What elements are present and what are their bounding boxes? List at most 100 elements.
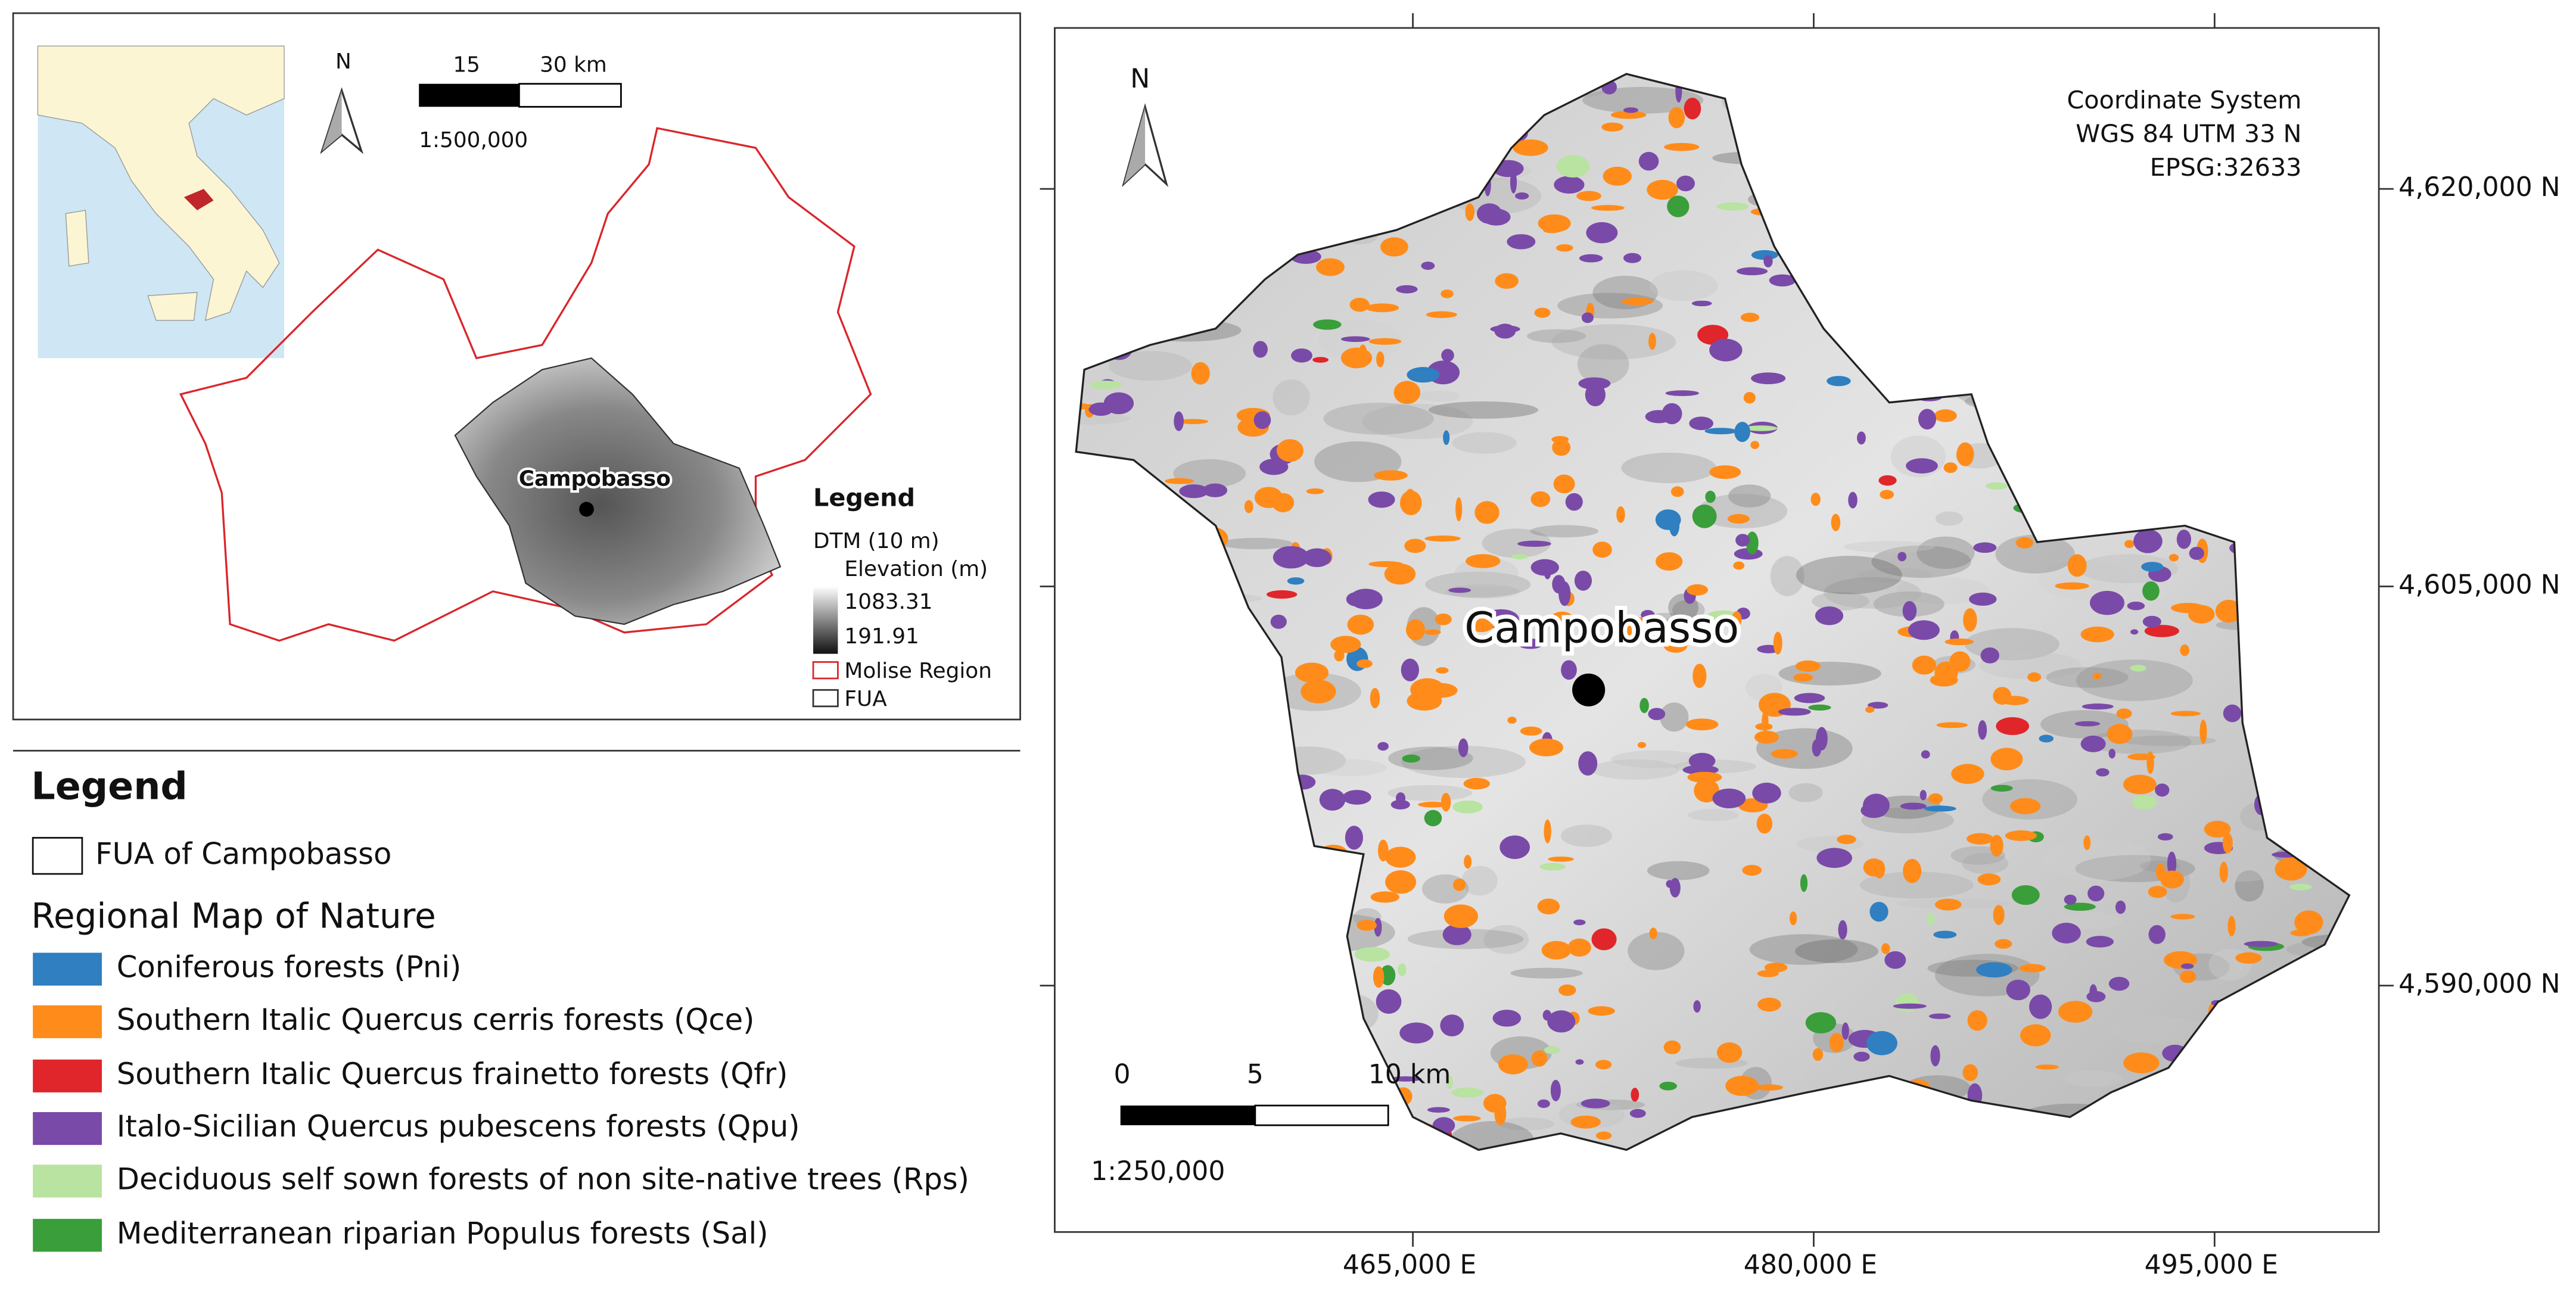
forest-patch <box>1868 702 1889 709</box>
forest-patch <box>1648 708 1666 720</box>
forest-patch <box>2144 624 2179 637</box>
forest-patch <box>1912 655 1937 675</box>
forest-patch <box>1709 465 1741 480</box>
forest-patch <box>1893 1003 1927 1009</box>
forest-patch <box>1973 542 1997 553</box>
forest-patch <box>1949 651 1971 672</box>
forest-patch <box>1330 636 1361 653</box>
forest-patch <box>2015 537 2034 549</box>
relief-shade <box>1812 591 1869 611</box>
relief-shade <box>1756 728 1853 769</box>
forest-patch <box>1174 411 1184 431</box>
forest-patch <box>1553 474 1575 494</box>
coordinate-system: Coordinate System WGS 84 UTM 33 N EPSG:326… <box>2067 86 2301 182</box>
forest-patch <box>1474 501 1499 524</box>
relief-shade <box>1312 759 1386 777</box>
forest-patch <box>2130 629 2139 635</box>
forest-patch <box>1452 1115 1481 1122</box>
forest-patch <box>1881 943 1890 954</box>
relief-shade <box>1591 759 1679 780</box>
forest-patch <box>1684 98 1701 120</box>
forest-patch <box>1884 951 1906 969</box>
relief-shade <box>1796 556 1902 594</box>
relief-shade <box>1510 967 1583 979</box>
relief-shade <box>1621 452 1717 484</box>
forest-patch <box>1691 300 1712 307</box>
forest-patch <box>1664 142 1700 151</box>
x-coordinate-label: 465,000 E <box>1343 1250 1476 1280</box>
scale-bar <box>518 83 622 108</box>
forest-patch <box>1103 392 1134 415</box>
forest-patch <box>1712 788 1746 809</box>
forest-patch <box>2180 963 2194 969</box>
scale-label: 30 km <box>540 52 607 77</box>
forest-patch <box>1340 336 1370 343</box>
forest-patch <box>1507 234 1536 250</box>
sicily <box>147 292 198 321</box>
forest-patch <box>1494 1101 1507 1126</box>
forest-patch <box>1993 905 2005 926</box>
forest-patch <box>2011 885 2040 905</box>
molise-swatch <box>812 661 839 680</box>
fua-swatch <box>812 689 839 708</box>
forest-patch <box>1507 717 1517 724</box>
forest-patch <box>1645 410 1673 424</box>
forest-patch <box>2124 540 2135 549</box>
forest-patch <box>2123 774 2157 795</box>
city-dot <box>1572 673 1606 706</box>
forest-patch <box>1295 662 1329 683</box>
forest-patch <box>1621 297 1654 306</box>
forest-patch <box>2289 883 2312 891</box>
forest-patch <box>1586 222 1618 244</box>
forest-patch <box>1725 1076 1759 1096</box>
legend-label: Mediterranean riparian Populus forests (… <box>117 1216 769 1250</box>
forest-patch <box>1575 1059 1584 1065</box>
forest-patch <box>1191 362 1210 385</box>
forest-patch <box>1544 819 1551 843</box>
relief-shade <box>1273 379 1310 416</box>
forest-patch <box>2067 554 2087 577</box>
forest-patch <box>1567 938 1591 957</box>
relief-shade <box>1526 329 1586 343</box>
forest-patch <box>1816 848 1852 868</box>
elevation-ramp <box>813 586 838 654</box>
forest-patch <box>1538 214 1571 233</box>
forest-patch <box>1980 647 1999 664</box>
forest-patch <box>1411 684 1427 695</box>
forest-patch <box>1906 458 1938 474</box>
forest-patch <box>2160 870 2185 889</box>
forest-patch <box>1370 687 1380 709</box>
scale-bar <box>1254 1104 1389 1126</box>
forest-patch <box>1499 835 1530 860</box>
forest-patch <box>1919 790 1927 801</box>
legend-fua: FUA of Campobasso <box>95 836 391 871</box>
forest-patch <box>1165 478 1194 484</box>
relief-shade <box>1962 852 2009 874</box>
forest-patch <box>1357 659 1373 668</box>
relief-shade <box>1749 934 1858 965</box>
forest-patch <box>1969 592 1997 606</box>
forest-patch <box>1407 691 1442 711</box>
forest-patch <box>2171 603 2205 614</box>
forest-patch <box>1649 927 1657 939</box>
forest-patch <box>1688 752 1716 770</box>
legend-swatch <box>33 1112 102 1145</box>
relief-shade <box>2235 870 2264 902</box>
relief-shade <box>1896 577 1990 605</box>
forest-patch <box>1404 538 1426 553</box>
forest-patch <box>1273 546 1309 569</box>
relief-shade <box>1843 541 1936 553</box>
forest-patch <box>2189 546 2204 560</box>
forest-patch <box>1446 1075 1453 1089</box>
forest-patch <box>1943 462 1958 474</box>
forest-patch <box>1945 638 1974 646</box>
forest-patch <box>2006 979 2030 1001</box>
forest-patch <box>1933 930 1957 939</box>
forest-patch <box>1579 254 1603 263</box>
forest-patch <box>1990 835 2003 857</box>
forest-patch <box>1517 540 1551 547</box>
forest-patch <box>2167 851 2177 876</box>
y-coordinate-label: 4,605,000 N <box>2398 570 2561 600</box>
map-ticks: 465,000 E 480,000 E 495,000 E 4,620,000 N 4,… <box>1040 13 2561 1280</box>
fua-outline <box>1075 73 2351 1151</box>
